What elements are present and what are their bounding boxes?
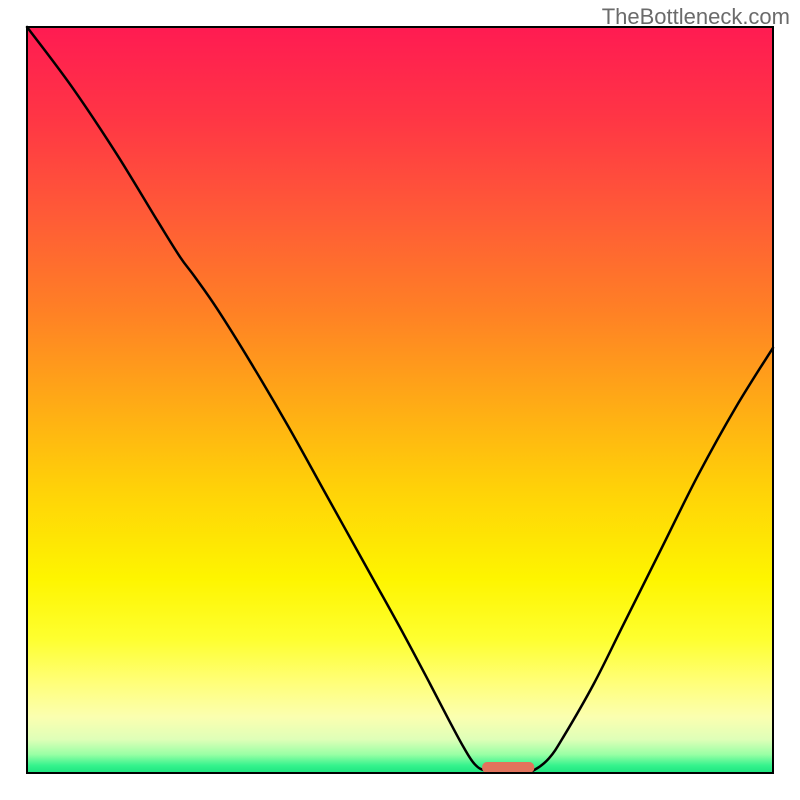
- chart-svg: [0, 0, 800, 800]
- watermark-text: TheBottleneck.com: [602, 4, 790, 30]
- baseline-marker: [482, 762, 534, 773]
- bottleneck-chart: TheBottleneck.com: [0, 0, 800, 800]
- chart-background: [27, 27, 773, 773]
